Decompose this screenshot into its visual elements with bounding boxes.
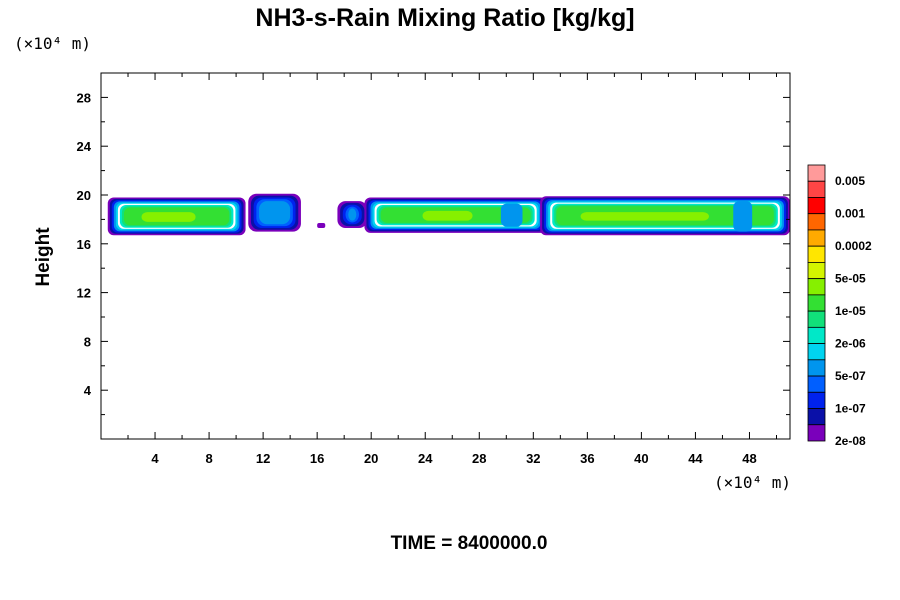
x-tick-label: 20 bbox=[364, 451, 378, 466]
x-tick-label: 8 bbox=[205, 451, 212, 466]
colorbar-swatch bbox=[807, 359, 826, 377]
contour-fields bbox=[107, 193, 790, 236]
colorbar-swatch bbox=[807, 424, 826, 442]
contour-core-1 bbox=[422, 210, 473, 221]
colorbar-swatch bbox=[807, 278, 826, 296]
contour-cell-east bbox=[733, 201, 753, 232]
colorbar-swatch bbox=[807, 229, 826, 247]
contour-band-2 bbox=[337, 201, 368, 228]
plot-frame bbox=[100, 72, 791, 440]
colorbar-swatch bbox=[807, 180, 826, 198]
colorbar-swatch bbox=[807, 310, 826, 328]
y-tick-label: 8 bbox=[84, 334, 91, 349]
x-tick-label: 28 bbox=[472, 451, 486, 466]
colorbar-swatch bbox=[807, 391, 826, 409]
colorbar-label: 0.001 bbox=[835, 207, 865, 221]
colorbar-label: 5e-05 bbox=[835, 272, 866, 286]
y-tick-label: 24 bbox=[77, 139, 92, 154]
y-tick-label: 16 bbox=[77, 237, 91, 252]
colorbar-label: 2e-08 bbox=[835, 434, 866, 448]
colorbar-swatch bbox=[807, 245, 826, 263]
contour-band-1 bbox=[248, 193, 301, 232]
contour-cell-gap bbox=[500, 203, 523, 227]
colorbar-swatch bbox=[807, 262, 826, 280]
x-unit-label: (×10⁴ m) bbox=[714, 473, 791, 492]
colorbar-swatch bbox=[807, 213, 826, 231]
colorbar-label: 0.005 bbox=[835, 174, 865, 188]
colorbar: 0.005 0.001 0.0002 5e-05 1e-05 2e-06 5e-07 1e-0… bbox=[807, 164, 872, 448]
x-tick-label: 36 bbox=[580, 451, 594, 466]
colorbar-label: 1e-07 bbox=[835, 402, 866, 416]
contour-band-2-level-4 bbox=[348, 208, 357, 221]
colorbar-swatch bbox=[807, 375, 826, 393]
x-tick-label: 40 bbox=[634, 451, 648, 466]
y-unit-label: (×10⁴ m) bbox=[14, 34, 91, 53]
colorbar-swatch bbox=[807, 343, 826, 361]
colorbar-swatch bbox=[807, 294, 826, 312]
colorbar-swatch bbox=[807, 408, 826, 426]
x-tick-label: 48 bbox=[742, 451, 756, 466]
x-tick-label: 12 bbox=[256, 451, 270, 466]
time-footer: TIME = 8400000.0 bbox=[391, 533, 548, 554]
x-tick-label: 44 bbox=[688, 451, 703, 466]
contour-band-1-level-4 bbox=[259, 201, 291, 225]
colorbar-swatch bbox=[807, 164, 826, 182]
colorbar-label: 2e-06 bbox=[835, 337, 866, 351]
x-tick-label: 24 bbox=[418, 451, 433, 466]
chart-title: NH3-s-Rain Mixing Ratio [kg/kg] bbox=[255, 4, 634, 32]
colorbar-label: 0.0002 bbox=[835, 239, 872, 253]
contour-core-0 bbox=[141, 212, 196, 222]
x-tick-label: 32 bbox=[526, 451, 540, 466]
colorbar-label: 5e-07 bbox=[835, 369, 866, 383]
contour-core-2 bbox=[580, 212, 709, 221]
y-tick-label: 12 bbox=[77, 286, 91, 301]
y-tick-label: 20 bbox=[77, 188, 91, 203]
y-axis-label: Height bbox=[33, 227, 54, 287]
colorbar-label: 1e-05 bbox=[835, 304, 866, 318]
y-tick-label: 4 bbox=[84, 383, 92, 398]
x-tick-label: 4 bbox=[151, 451, 159, 466]
y-tick-label: 28 bbox=[77, 90, 91, 105]
contour-cell-small bbox=[317, 223, 326, 228]
colorbar-swatch bbox=[807, 326, 826, 344]
x-tick-label: 16 bbox=[310, 451, 324, 466]
colorbar-swatch bbox=[807, 197, 826, 215]
